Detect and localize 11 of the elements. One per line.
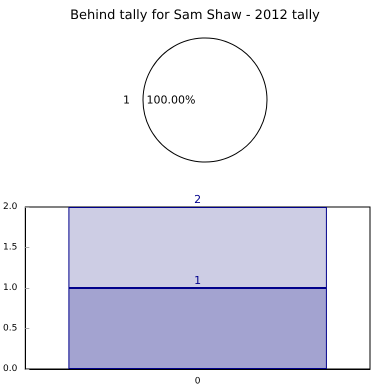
y-tick-label: 0.5 — [2, 324, 18, 334]
data-label: 100.00% — [146, 94, 196, 106]
x-tick-label: 0 — [194, 376, 201, 386]
y-tick-label: 1.0 — [2, 283, 18, 293]
slice-label: 1 — [123, 94, 130, 106]
y-tick-label: 0.0 — [2, 364, 18, 374]
total-label: 2 — [194, 193, 202, 206]
data-label: 1 — [194, 274, 202, 287]
chart-title: Behind tally for Sam Shaw - 2012 tally — [70, 8, 320, 23]
y-tick-label: 2.0 — [2, 202, 18, 212]
y-tick-label: 1.5 — [2, 242, 18, 252]
